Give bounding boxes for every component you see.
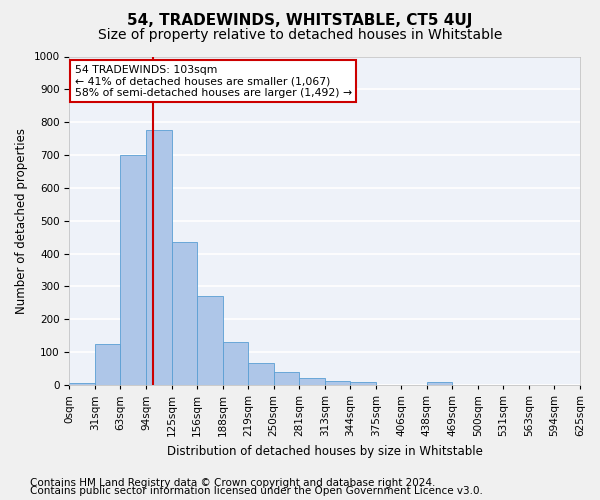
Bar [299, 378, 325, 385]
Text: 54, TRADEWINDS, WHITSTABLE, CT5 4UJ: 54, TRADEWINDS, WHITSTABLE, CT5 4UJ [127, 12, 473, 28]
Bar [350, 382, 376, 385]
Bar [427, 382, 452, 385]
Bar [121, 155, 146, 385]
Text: Size of property relative to detached houses in Whitstable: Size of property relative to detached ho… [98, 28, 502, 42]
Bar [274, 372, 299, 385]
Bar [325, 381, 350, 385]
Text: Contains HM Land Registry data © Crown copyright and database right 2024.: Contains HM Land Registry data © Crown c… [30, 478, 436, 488]
Bar [95, 344, 121, 385]
Y-axis label: Number of detached properties: Number of detached properties [15, 128, 28, 314]
Bar [197, 296, 223, 385]
Bar [146, 130, 172, 385]
Bar [70, 384, 95, 385]
Bar [172, 242, 197, 385]
Text: Contains public sector information licensed under the Open Government Licence v3: Contains public sector information licen… [30, 486, 483, 496]
Bar [223, 342, 248, 385]
X-axis label: Distribution of detached houses by size in Whitstable: Distribution of detached houses by size … [167, 444, 482, 458]
Text: 54 TRADEWINDS: 103sqm
← 41% of detached houses are smaller (1,067)
58% of semi-d: 54 TRADEWINDS: 103sqm ← 41% of detached … [74, 64, 352, 98]
Bar [248, 362, 274, 385]
